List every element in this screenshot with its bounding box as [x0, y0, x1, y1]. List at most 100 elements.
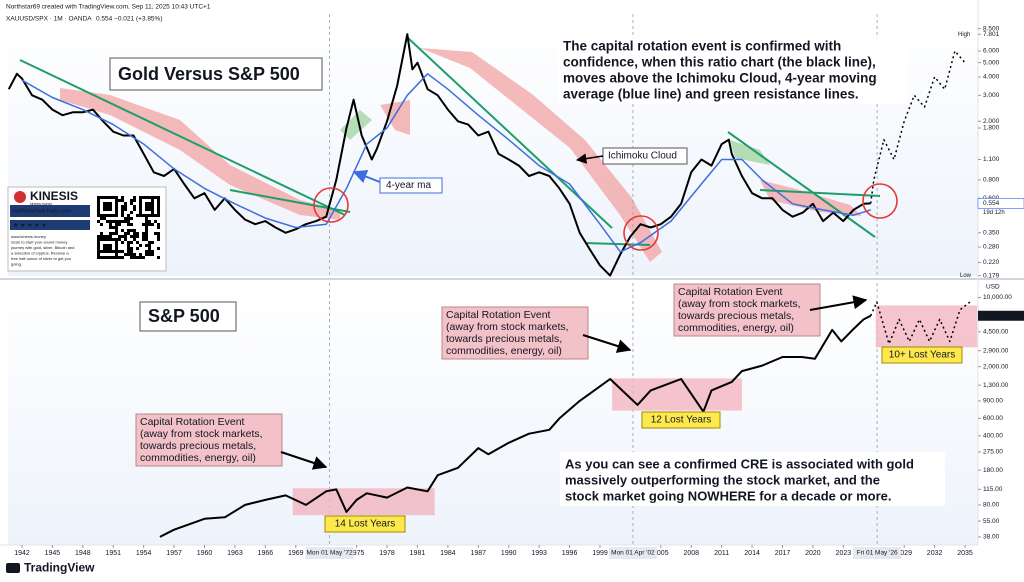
qr-module: [133, 253, 136, 256]
trend-line: [759, 189, 881, 197]
qr-module: [136, 241, 139, 244]
qr-module: [106, 250, 109, 253]
x-tick-label: 1984: [440, 550, 456, 557]
qr-module: [133, 232, 136, 235]
qr-module: [133, 238, 136, 241]
qr-module: [103, 205, 106, 208]
axis-unit: USD: [986, 284, 1000, 291]
x-tick-label: 2008: [683, 550, 699, 557]
qr-module: [121, 229, 124, 232]
qr-module: [109, 214, 112, 217]
qr-module: [103, 250, 106, 253]
arrow: [280, 451, 328, 470]
qr-module: [118, 235, 121, 238]
qr-module: [157, 232, 160, 235]
qr-module: [142, 196, 145, 199]
qr-module: [145, 253, 148, 256]
highlight-circles: [313, 183, 898, 251]
x-tick-label: 1942: [14, 550, 30, 557]
qr-module: [145, 217, 148, 220]
qr-module: [154, 214, 157, 217]
last-value-label: 6,532.03: [983, 312, 1009, 319]
x-tick-label: 1948: [75, 550, 91, 557]
note-text: 4-year ma: [386, 180, 431, 191]
qr-module: [121, 205, 124, 208]
qr-module: [121, 250, 124, 253]
qr-module: [124, 202, 127, 205]
qr-module: [121, 256, 124, 259]
qr-module: [151, 253, 154, 256]
x-tick-label: 1954: [136, 550, 152, 557]
qr-module: [115, 244, 118, 247]
y-tick-label: 0.280: [983, 244, 1000, 251]
qr-module: [142, 235, 145, 238]
qr-module: [97, 256, 100, 259]
last-value-tag: [977, 198, 1024, 209]
x-tick-label: 2005: [653, 550, 669, 557]
note-box: [109, 57, 323, 91]
qr-module: [130, 211, 133, 214]
qr-module: [121, 241, 124, 244]
qr-module: [136, 235, 139, 238]
note-box: [139, 301, 237, 332]
qr-module: [97, 214, 100, 217]
x-tick-label: 2014: [744, 550, 760, 557]
qr-module: [103, 244, 106, 247]
qr-module: [121, 235, 124, 238]
qr-module: [127, 247, 130, 250]
note-text: (away from stock markets,: [140, 428, 263, 440]
trend-line: [584, 242, 651, 246]
y-tick-label: 0.350: [983, 229, 1000, 236]
header-credit: Northstar69 created with TradingView.com…: [6, 4, 211, 11]
qr-module: [112, 250, 115, 253]
ad-copy: a selection of cryptos. Receive a: [11, 251, 69, 256]
qr-module: [148, 247, 151, 250]
note-text: stock market going NOWHERE for a decade …: [565, 488, 892, 503]
qr-module: [139, 256, 142, 259]
qr-module: [145, 205, 148, 208]
date-marker-label: Mon 01 May '72: [307, 550, 353, 557]
qr-module: [142, 214, 145, 217]
qr-module: [115, 205, 118, 208]
y-tick-label: 400.00: [983, 433, 1003, 440]
y-tick-label: 115.00: [983, 486, 1003, 493]
ad-banner: [10, 205, 90, 217]
qr-module: [109, 247, 112, 250]
qr-module: [97, 211, 100, 214]
y-tick-label: 80.00: [983, 502, 1000, 509]
trend-line: [229, 189, 351, 213]
y-tick-label: 1.800: [983, 125, 1000, 132]
date-marker-label: Fri 01 May '26: [857, 550, 898, 557]
qr-module: [121, 211, 124, 214]
qr-module: [157, 214, 160, 217]
qr-module: [154, 220, 157, 223]
arrow: [582, 334, 632, 353]
note-box: [560, 452, 945, 506]
qr-module: [151, 211, 154, 214]
qr-module: [130, 229, 133, 232]
ad-copy: Scan to start your sound money: [11, 240, 67, 245]
ad-copy: free half ounce of silver to get you: [11, 256, 71, 261]
qr-module: [127, 223, 130, 226]
qr-module: [97, 244, 100, 247]
qr-module: [106, 256, 109, 259]
qr-module: [115, 202, 118, 205]
qr-module: [130, 202, 133, 205]
date-marker-bg: [305, 547, 354, 559]
qr-module: [130, 223, 133, 226]
date-marker-bg: [608, 547, 657, 559]
last-value-label: 0.554: [983, 200, 1000, 207]
qr-module: [133, 205, 136, 208]
qr-module: [157, 196, 160, 199]
qr-module: [115, 250, 118, 253]
footer-logo: [6, 563, 20, 573]
y-tick-label: 6.000: [983, 48, 1000, 55]
date-marker-bg: [853, 547, 902, 559]
note-text: Capital Rotation Event: [140, 416, 245, 428]
qr-module: [115, 214, 118, 217]
x-tick-label: 1960: [197, 550, 213, 557]
note-text: towards precious metals,: [678, 310, 794, 322]
qr-module: [118, 220, 121, 223]
qr-module: [103, 235, 106, 238]
qr-module: [103, 247, 106, 250]
